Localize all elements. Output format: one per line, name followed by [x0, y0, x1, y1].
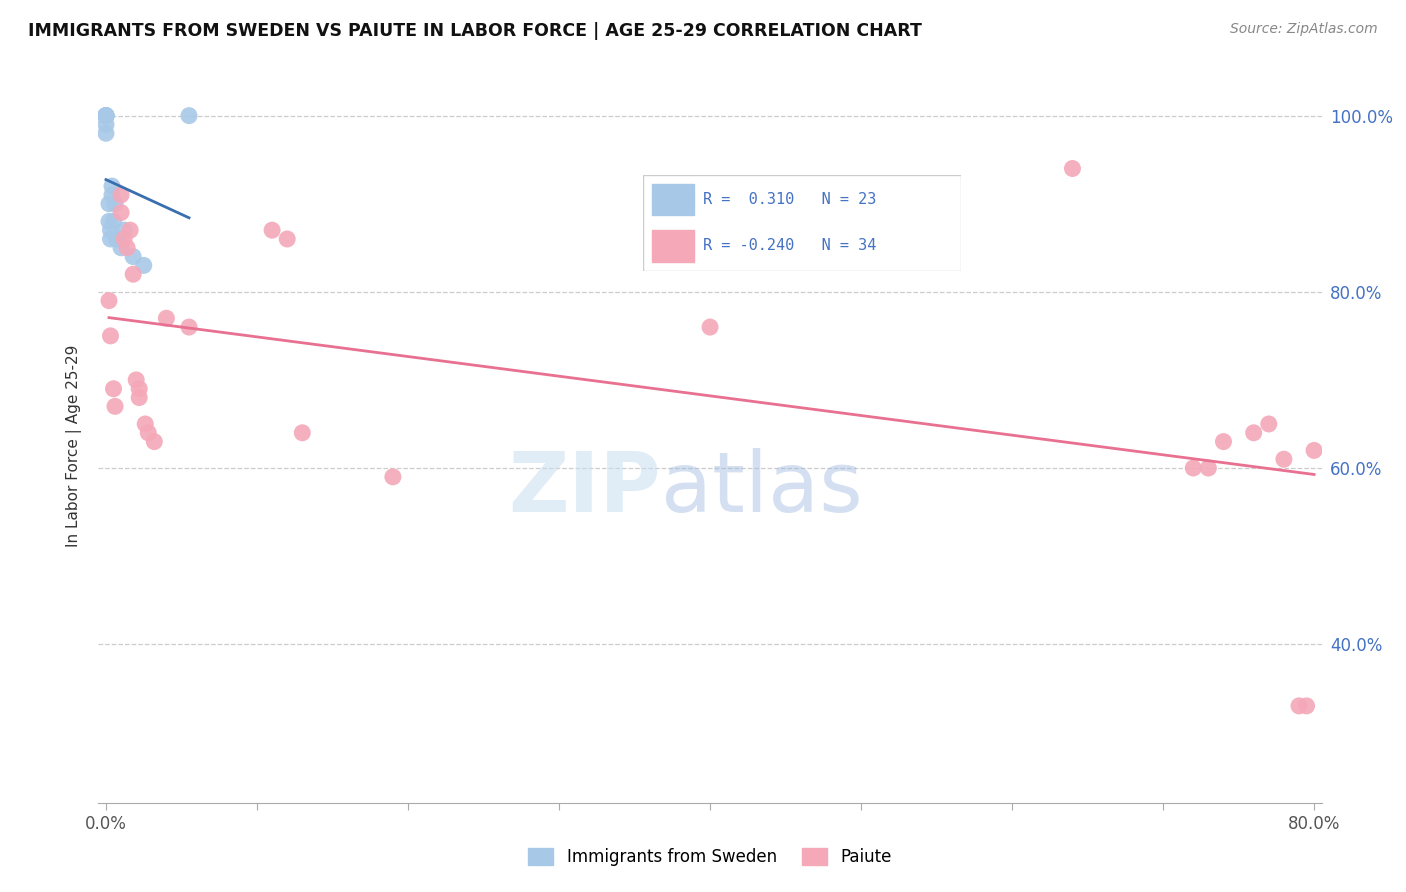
Text: IMMIGRANTS FROM SWEDEN VS PAIUTE IN LABOR FORCE | AGE 25-29 CORRELATION CHART: IMMIGRANTS FROM SWEDEN VS PAIUTE IN LABO… — [28, 22, 922, 40]
Point — [105, 232, 128, 246]
Point — [177, 109, 200, 123]
Point — [925, 250, 948, 264]
Text: R = -0.240   N = 34: R = -0.240 N = 34 — [703, 238, 876, 253]
Bar — [652, 230, 693, 261]
Point — [94, 109, 117, 123]
Point — [262, 223, 284, 237]
Point — [104, 400, 127, 414]
Point — [155, 311, 177, 326]
Point — [1257, 417, 1279, 431]
Point — [132, 259, 155, 273]
Point — [94, 109, 117, 123]
Point — [94, 118, 117, 132]
Point — [291, 425, 314, 440]
Point — [1295, 698, 1317, 713]
Point — [276, 232, 298, 246]
Point — [128, 391, 150, 405]
Point — [1062, 161, 1084, 176]
Point — [1303, 443, 1326, 458]
Point — [122, 267, 145, 281]
Point — [100, 223, 122, 237]
Point — [381, 470, 404, 484]
Point — [1272, 452, 1295, 467]
Text: R =  0.310   N = 23: R = 0.310 N = 23 — [703, 192, 876, 207]
Bar — [652, 184, 693, 215]
Point — [94, 109, 117, 123]
Point — [101, 179, 124, 194]
Text: atlas: atlas — [661, 449, 863, 529]
Legend: Immigrants from Sweden, Paiute: Immigrants from Sweden, Paiute — [522, 841, 898, 873]
Point — [1243, 425, 1265, 440]
Point — [143, 434, 166, 449]
Point — [177, 320, 200, 334]
Point — [100, 329, 122, 343]
Point — [112, 223, 135, 237]
Point — [98, 196, 121, 211]
Point — [101, 188, 124, 202]
Point — [110, 188, 132, 202]
Y-axis label: In Labor Force | Age 25-29: In Labor Force | Age 25-29 — [66, 345, 83, 547]
FancyBboxPatch shape — [643, 175, 960, 271]
Point — [112, 232, 135, 246]
Point — [98, 293, 121, 308]
Point — [110, 241, 132, 255]
Point — [104, 196, 127, 211]
Point — [122, 250, 145, 264]
Point — [699, 320, 721, 334]
Text: Source: ZipAtlas.com: Source: ZipAtlas.com — [1230, 22, 1378, 37]
Point — [98, 214, 121, 228]
Point — [115, 241, 138, 255]
Point — [94, 109, 117, 123]
Point — [1212, 434, 1234, 449]
Point — [100, 232, 122, 246]
Point — [103, 382, 125, 396]
Point — [94, 126, 117, 140]
Point — [94, 109, 117, 123]
Point — [125, 373, 148, 387]
Point — [110, 205, 132, 219]
Point — [136, 425, 159, 440]
Point — [94, 109, 117, 123]
Point — [1288, 698, 1310, 713]
Point — [128, 382, 150, 396]
Text: ZIP: ZIP — [509, 449, 661, 529]
Point — [134, 417, 156, 431]
Point — [1182, 461, 1205, 475]
Point — [1197, 461, 1219, 475]
Point — [107, 232, 129, 246]
Point — [103, 214, 125, 228]
Point — [120, 223, 142, 237]
